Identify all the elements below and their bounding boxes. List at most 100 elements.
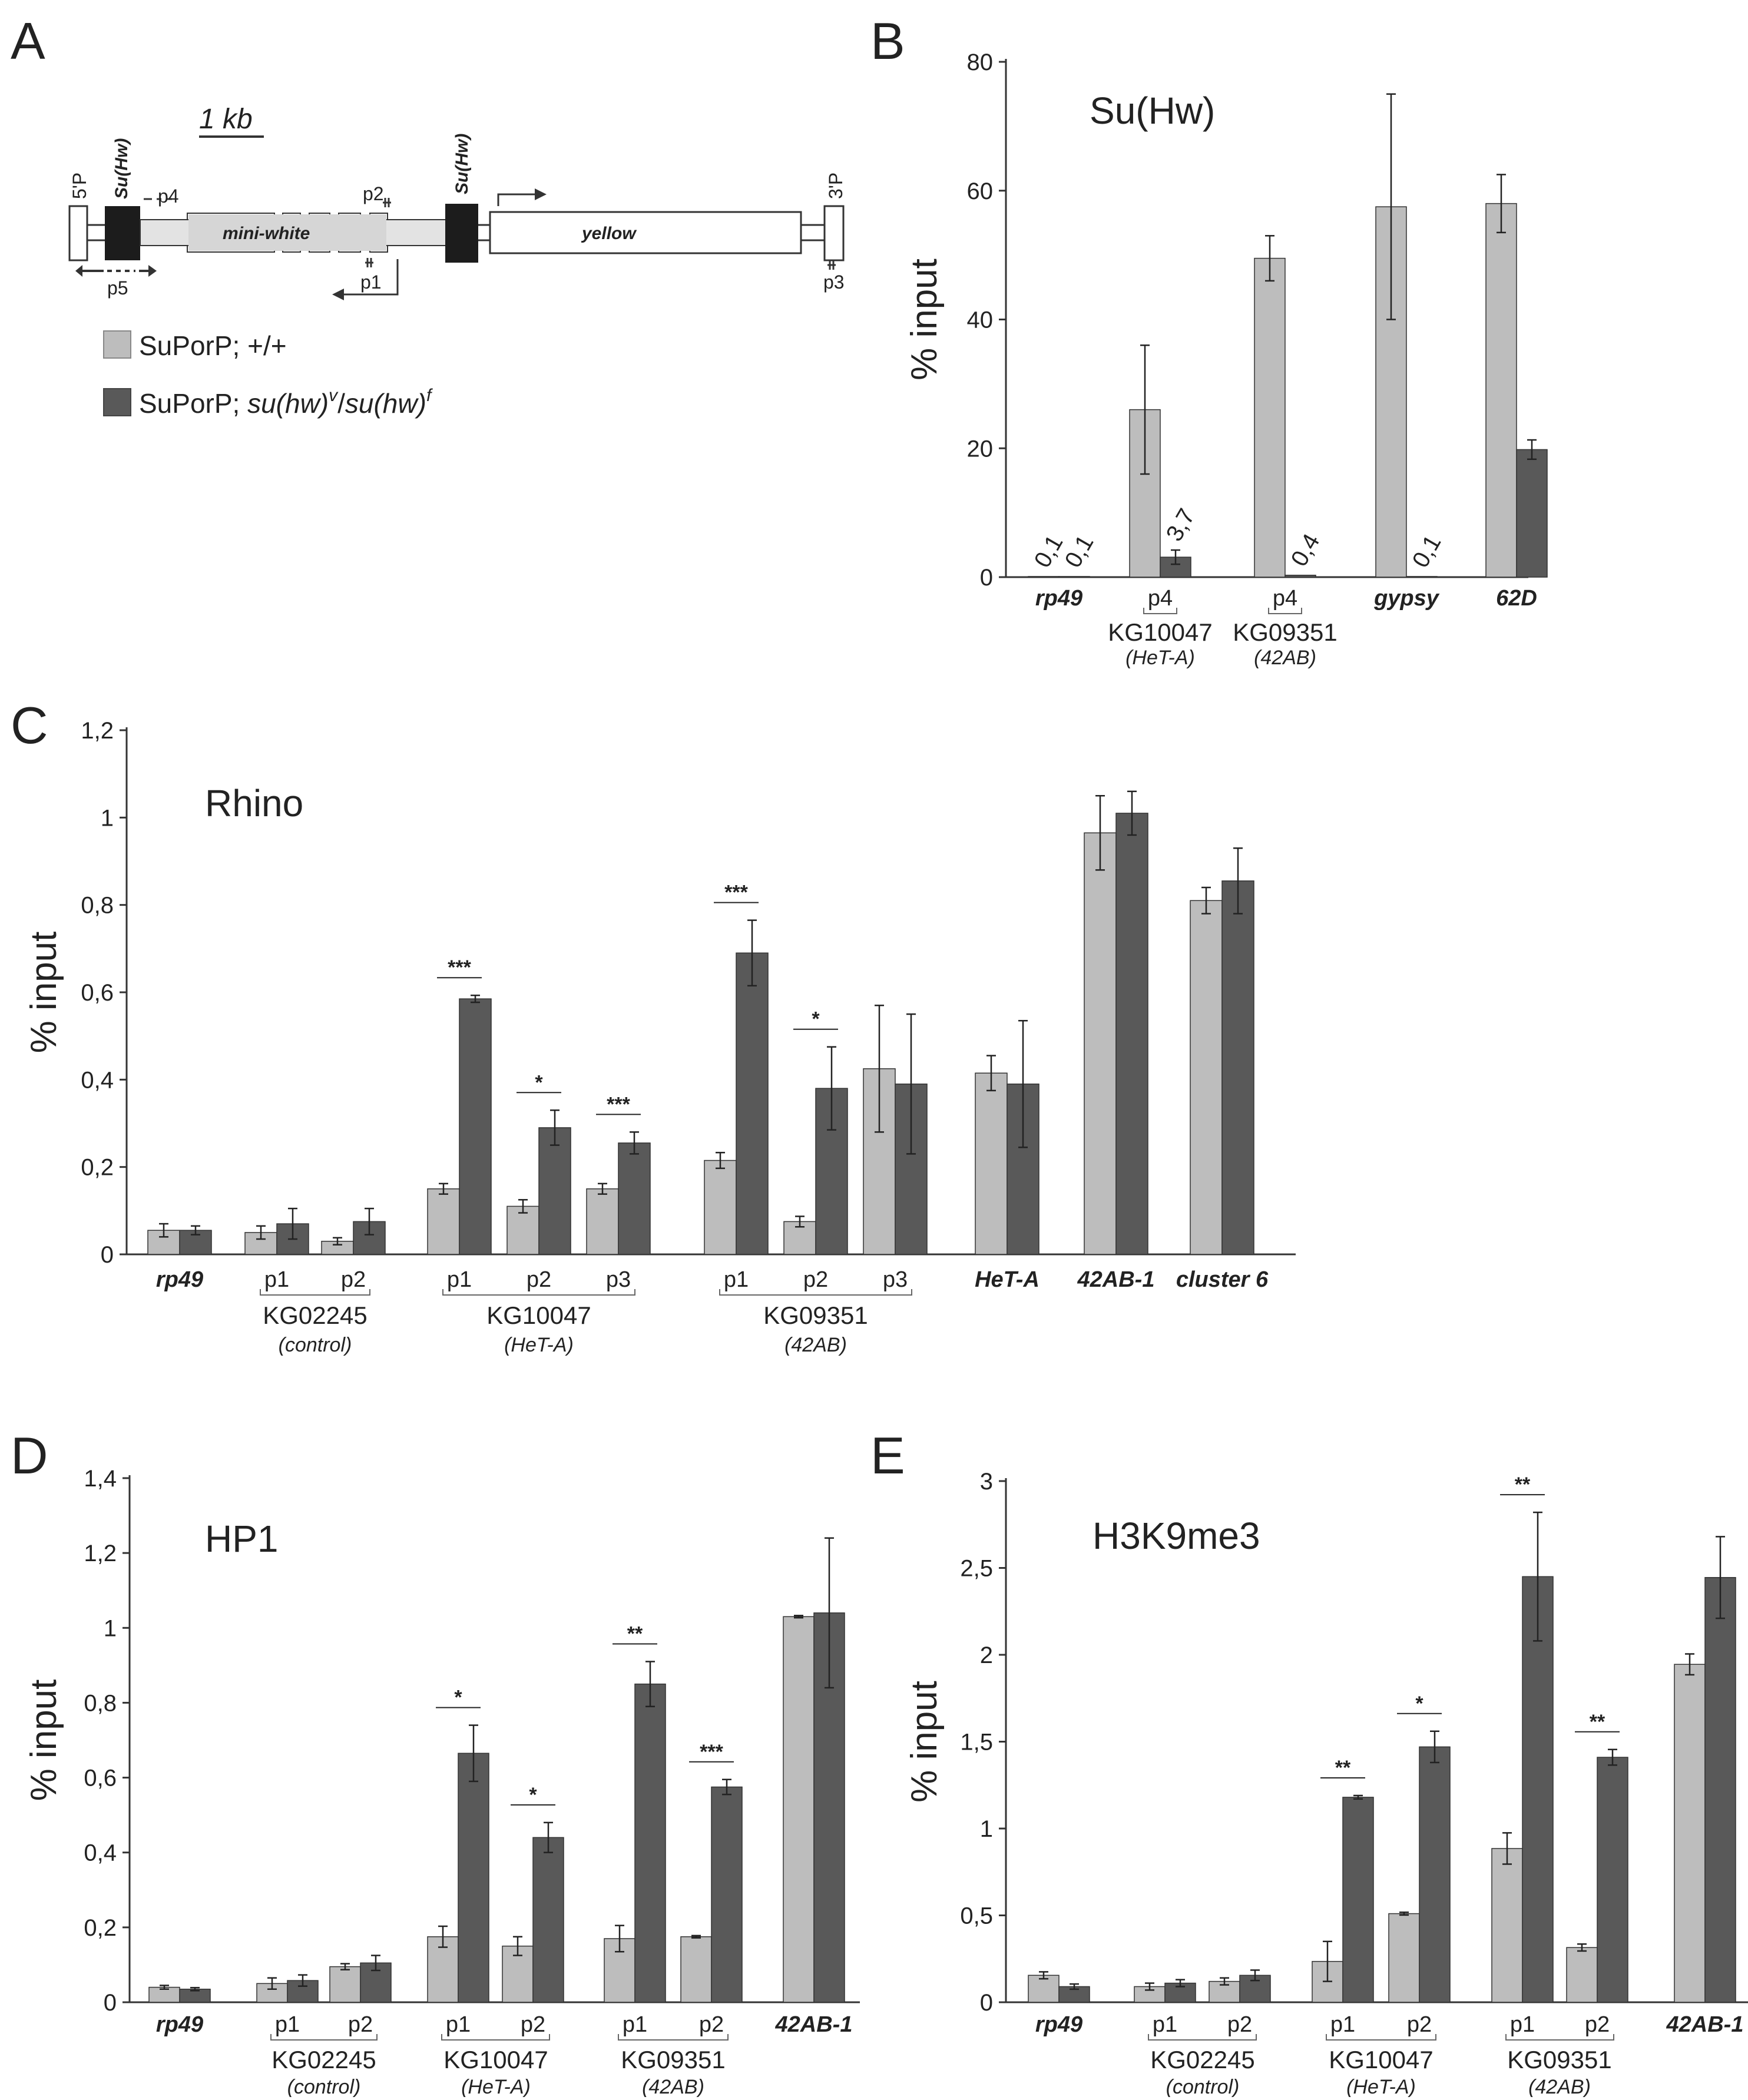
group-subtitle: (42AB) bbox=[642, 2076, 704, 2097]
y-axis-label: % input bbox=[904, 259, 945, 380]
bar-wt bbox=[680, 1936, 712, 2003]
value-label: 3,7 bbox=[1161, 504, 1200, 545]
category-label: p1 bbox=[447, 1267, 472, 1292]
bar-mut bbox=[1115, 813, 1148, 1255]
group-bracket bbox=[618, 2034, 729, 2041]
group-subtitle: (42AB) bbox=[784, 1334, 847, 1356]
y-tick-label: 1 bbox=[101, 805, 114, 831]
y-tick-label: 1,5 bbox=[960, 1730, 993, 1755]
y-tick-label: 1 bbox=[104, 1615, 117, 1641]
bar-mut bbox=[1516, 449, 1548, 578]
yellow-promoter-arrow bbox=[497, 193, 536, 206]
category-label: HeT-A bbox=[975, 1267, 1039, 1292]
significance-marker: * bbox=[1415, 1692, 1423, 1715]
group-name: KG02245 bbox=[272, 2046, 376, 2073]
category-label: gypsy bbox=[1373, 586, 1440, 611]
bar-wt bbox=[1388, 1913, 1420, 2003]
y-tick-label: 0,6 bbox=[81, 980, 114, 1006]
legend-label-wt: SuPorP; +/+ bbox=[139, 330, 287, 361]
suhw-site-left bbox=[105, 206, 140, 260]
bar-mut bbox=[1221, 880, 1254, 1255]
suhw-label-left: Su(Hw) bbox=[112, 138, 131, 199]
category-label: p4 bbox=[1273, 586, 1297, 611]
group-bracket bbox=[1268, 608, 1302, 614]
chart-title: HP1 bbox=[205, 1518, 279, 1560]
mini-white-promoter-arrowhead bbox=[332, 289, 344, 300]
bar-wt bbox=[586, 1188, 619, 1255]
panel-letter-a: A bbox=[11, 12, 45, 70]
category-label: p2 bbox=[1407, 2012, 1432, 2037]
group-name: KG10047 bbox=[443, 2046, 548, 2073]
y-tick-label: 0,5 bbox=[960, 1903, 993, 1929]
group-bracket bbox=[719, 1289, 912, 1296]
significance-marker: ** bbox=[1590, 1711, 1605, 1733]
bar-mut bbox=[538, 1127, 571, 1255]
category-label: p1 bbox=[275, 2012, 300, 2037]
group-subtitle: (42AB) bbox=[1254, 647, 1316, 669]
primer-p1-label: p1 bbox=[360, 271, 382, 293]
significance-marker: * bbox=[535, 1071, 543, 1094]
y-tick-label: 0,2 bbox=[84, 1915, 117, 1941]
y-tick-label: 0,4 bbox=[84, 1840, 117, 1866]
bar-wt bbox=[329, 1966, 361, 2003]
primer-p2-label: p2 bbox=[363, 183, 384, 204]
significance-marker: ** bbox=[1335, 1757, 1351, 1779]
value-label: 0,4 bbox=[1286, 529, 1325, 571]
significance-marker: ** bbox=[1515, 1473, 1531, 1496]
panel-e-chart: E 0 0,5 1 1,5 2 2,5 3 H3K9me3 % input rp49 p1 p2 ** p1… bbox=[870, 1426, 1748, 2098]
category-label: rp49 bbox=[156, 1267, 203, 1292]
value-label: 0,1 bbox=[1029, 531, 1068, 572]
group-subtitle: (control) bbox=[1166, 2076, 1240, 2097]
group-subtitle: (control) bbox=[279, 1334, 352, 1356]
significance-marker: * bbox=[454, 1687, 462, 1709]
group-bracket bbox=[441, 2034, 550, 2041]
category-label: p2 bbox=[1585, 2012, 1610, 2037]
group-bracket bbox=[260, 1289, 370, 1296]
category-label: p1 bbox=[623, 2012, 647, 2037]
category-label: p1 bbox=[264, 1267, 289, 1292]
legend-label-mut: SuPorP; su(hw)v/su(hw)f bbox=[139, 386, 433, 419]
y-tick-label: 0 bbox=[980, 1990, 993, 2016]
panel-letter-c: C bbox=[11, 696, 48, 754]
group-name: KG09351 bbox=[1233, 618, 1337, 646]
bar-mut bbox=[1160, 557, 1191, 578]
y-tick-label: 3 bbox=[980, 1469, 993, 1495]
significance-marker: *** bbox=[700, 1741, 723, 1763]
y-tick-label: 0,2 bbox=[81, 1155, 114, 1181]
category-label: p2 bbox=[348, 2012, 373, 2037]
panel-letter-e: E bbox=[870, 1426, 905, 1485]
bar-wt bbox=[1491, 1848, 1523, 2003]
significance-marker: * bbox=[529, 1784, 537, 1806]
legend-swatch-wt bbox=[103, 330, 131, 359]
group-bracket bbox=[1143, 608, 1177, 614]
category-label: p2 bbox=[699, 2012, 724, 2037]
y-axis-label: % input bbox=[904, 1681, 945, 1803]
bar-mut bbox=[1522, 1576, 1554, 2003]
bar-mut bbox=[1419, 1746, 1451, 2003]
primer-p2-marks bbox=[383, 198, 391, 207]
category-label: p4 bbox=[1148, 586, 1173, 611]
group-name: KG10047 bbox=[1108, 618, 1212, 646]
category-label: p2 bbox=[527, 1267, 551, 1292]
bar-wt bbox=[1254, 257, 1286, 578]
bar-wt bbox=[1028, 1975, 1060, 2003]
primer-p5-right-arrowhead bbox=[148, 265, 157, 277]
scale-bar-label: 1 kb bbox=[199, 104, 253, 135]
y-tick-label: 1,4 bbox=[84, 1466, 117, 1492]
category-label: cluster 6 bbox=[1176, 1267, 1269, 1292]
primer-p4-label: p4 bbox=[158, 186, 179, 207]
y-tick-label: 2,5 bbox=[960, 1556, 993, 1582]
bar-mut bbox=[1597, 1757, 1628, 2003]
bar-wt bbox=[704, 1160, 737, 1255]
group-subtitle: (HeT-A) bbox=[1346, 2076, 1416, 2097]
y-tick-label: 0,6 bbox=[84, 1766, 117, 1791]
y-axis-label: % input bbox=[24, 932, 64, 1054]
bar-wt bbox=[427, 1188, 460, 1255]
bar-wt bbox=[506, 1205, 539, 1255]
y-tick-label: 2 bbox=[980, 1642, 993, 1668]
bar-wt bbox=[975, 1072, 1008, 1255]
five-prime-label: 5'P bbox=[69, 173, 90, 199]
group-name: KG09351 bbox=[621, 2046, 725, 2073]
bar-wt bbox=[1084, 832, 1117, 1255]
